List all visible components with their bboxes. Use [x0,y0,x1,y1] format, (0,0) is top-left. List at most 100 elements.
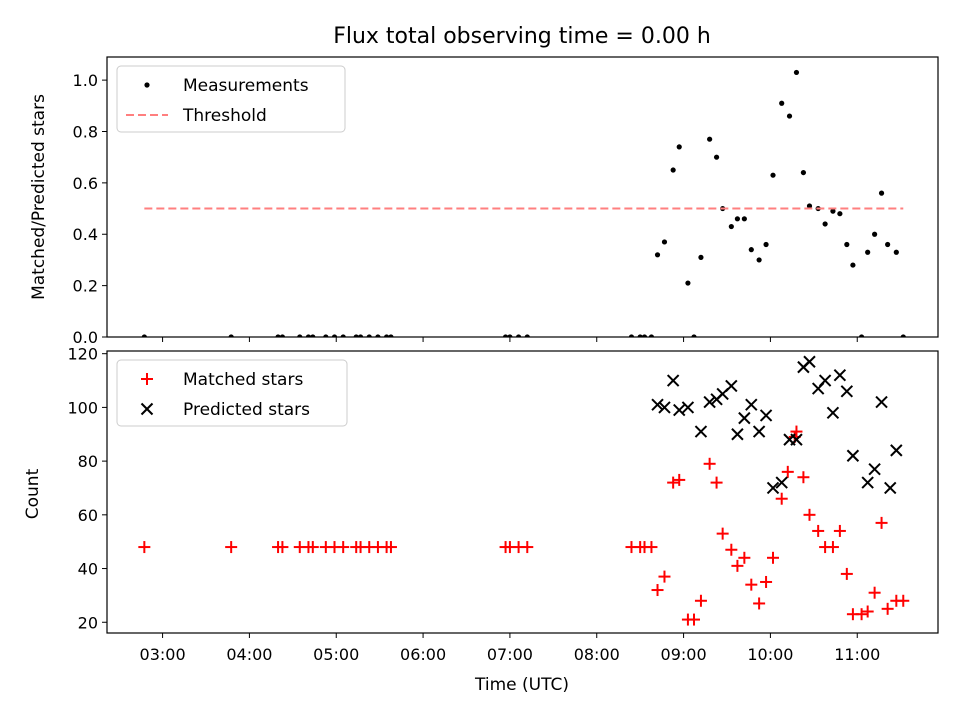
x-tick-label: 06:00 [400,645,446,664]
bottom-panel-series-predicted-stars-point-b [694,425,708,438]
bottom-panel-series-predicted-stars-point-b [818,374,832,387]
top-panel-series-measurements-point [850,262,856,268]
bottom-panel-series-predicted-stars-point [890,444,903,457]
top-panel-series-measurements-point [384,334,390,337]
bottom-panel-legend-predicted-stars-marker-b [140,402,154,416]
top-panel-y-tick-label: 1.0 [73,71,98,90]
bottom-panel-series-matched-stars-point [694,594,707,607]
bottom-panel-series-predicted-stars-point [759,409,773,422]
bottom-panel-series-predicted-stars-point-b [738,411,751,425]
bottom-panel-series-matched-stars-point [306,541,319,554]
top-panel-series-measurements-point [830,208,836,214]
bottom-panel-series-matched-stars-point [767,551,780,564]
bottom-panel-series-predicted-stars-point-b [651,398,664,411]
bottom-panel-series-matched-stars-point [745,578,758,591]
top-panel-series-measurements-point [806,203,813,209]
bottom-panel-series-matched-stars-point [651,584,664,597]
bottom-panel-series-predicted-stars-point-b [790,433,803,446]
x-tick-label: 07:00 [487,645,533,664]
top-panel-series-measurements-point [878,190,885,196]
bottom-panel-series-matched-stars-point [897,594,910,607]
bottom-panel-series-matched-stars-point [716,527,729,540]
bottom-panel-series-predicted-stars-point [826,406,840,419]
plot-layer: 0.0 0.2 0.4 0.6 0.8 1.0 Measurements Threshold 2… [67,56,939,664]
top-panel-series-measurements-point [885,241,891,248]
top-panel-series-measurements-point [375,334,381,337]
top-panel-series-measurements-point [507,334,513,337]
top-panel-legend-threshold-label: Threshold [182,106,267,126]
bottom-panel-y-tick-label: 20 [78,613,98,632]
bottom-panel-series-predicted-stars-point [840,385,854,398]
bottom-panel-legend-matched-stars-label: Matched stars [183,370,303,390]
chart-title: Flux total observing time = 0.00 h [333,24,711,49]
bottom-panel-series-matched-stars-point [337,541,350,554]
top-panel-series-measurements-point [707,136,713,142]
x-tick-label: 10:00 [747,645,793,664]
bottom-panel-series-predicted-stars-point-b [884,481,897,495]
bottom-panel-series-predicted-stars-point-b [725,379,738,393]
x-tick-label: 04:00 [226,645,272,664]
bottom-panel-series-predicted-stars-point-b [752,425,766,438]
bottom-panel-series-predicted-stars-point [875,395,888,409]
bottom-panel-legend-predicted-stars-label: Predicted stars [183,400,310,420]
bottom-panel-series-matched-stars [138,425,910,626]
bottom-panel-series-predicted-stars-point-b [846,449,860,462]
top-panel-series-measurements-point [502,334,509,337]
top-panel-y-tick-label: 0.6 [73,174,98,193]
bottom-panel-legend-predicted-stars-marker [140,402,154,416]
bottom-panel-series-matched-stars-point [725,543,738,556]
bottom-panel-series-predicted-stars [651,355,903,495]
bottom-panel-series-predicted-stars-point-b [833,368,847,382]
bottom-panel-series-matched-stars-point [225,541,238,554]
bottom-panel-series-predicted-stars-point [868,462,881,476]
x-tick-label: 09:00 [661,645,707,664]
bottom-panel-series-matched-stars-point [521,541,534,554]
top-panel-series-measurements-point [670,167,676,173]
bottom-panel-series-predicted-stars-point [818,374,832,387]
bottom-panel-series-matched-stars-point [731,559,744,572]
x-tick-label: 08:00 [574,645,620,664]
bottom-panel-frame [106,350,939,634]
bottom-panel-series-matched-stars-point [384,541,397,554]
bottom-panel-series-predicted-stars-point [775,476,788,489]
x-tick-label: 03:00 [140,645,186,664]
top-panel-series-measurements-point [734,216,741,222]
bottom-panel-series-predicted-stars-point [833,368,847,382]
bottom-panel-y-tick-label: 80 [78,452,98,471]
top-panel-series-measurements-point [822,221,828,227]
top-panel-series-measurements-point [661,239,668,245]
bottom-panel-series-predicted-stars-point [681,401,695,414]
bottom-panel-series-predicted-stars-point-b [826,406,840,419]
bottom-panel-series-predicted-stars-point-b [775,476,788,489]
top-panel-series-measurements-point [305,334,312,337]
top-panel-series-measurements-point [641,334,648,337]
bottom-panel-series-predicted-stars-point-b [681,401,695,414]
bottom-panel-legend-matched-stars-marker [141,373,153,385]
bottom-panel-series-predicted-stars-point-b [803,355,816,368]
bottom-panel-y-tick-label: 120 [67,345,98,364]
bottom-panel-series-matched-stars-point [710,476,723,489]
top-panel-series-measurements-point [275,334,281,337]
bottom-panel-series-predicted-stars-point [651,398,664,411]
top-panel-series-measurements-point [524,334,530,337]
top-panel-series-measurements-point [228,334,234,337]
bottom-panel-series-matched-stars-point [826,541,839,554]
top-panel-series-measurements-point [698,254,704,260]
bottom-panel-series-matched-stars-point [276,541,289,554]
bottom-panel-series-matched-stars-point [875,516,888,529]
top-panel-series-measurements-point [779,100,785,106]
top-panel-series-measurements-point [310,334,316,337]
bottom-panel-series-predicted-stars-point [731,428,744,441]
top-panel-series-measurements-point [331,334,338,337]
x-tick-label: 11:00 [834,645,880,664]
bottom-panel-series-matched-stars-point [667,476,680,489]
bottom-panel-series-predicted-stars-point [745,398,758,411]
bottom-panel-series-matched-stars-point [781,465,794,478]
bottom-panel-series-predicted-stars-point-b [731,428,744,441]
bottom-panel-series-predicted-stars-point-b [766,481,780,495]
bottom-panel-series-matched-stars-point [861,605,874,618]
top-panel-series-measurements-point [691,334,697,337]
top-panel-series-measurements-point [388,334,394,337]
